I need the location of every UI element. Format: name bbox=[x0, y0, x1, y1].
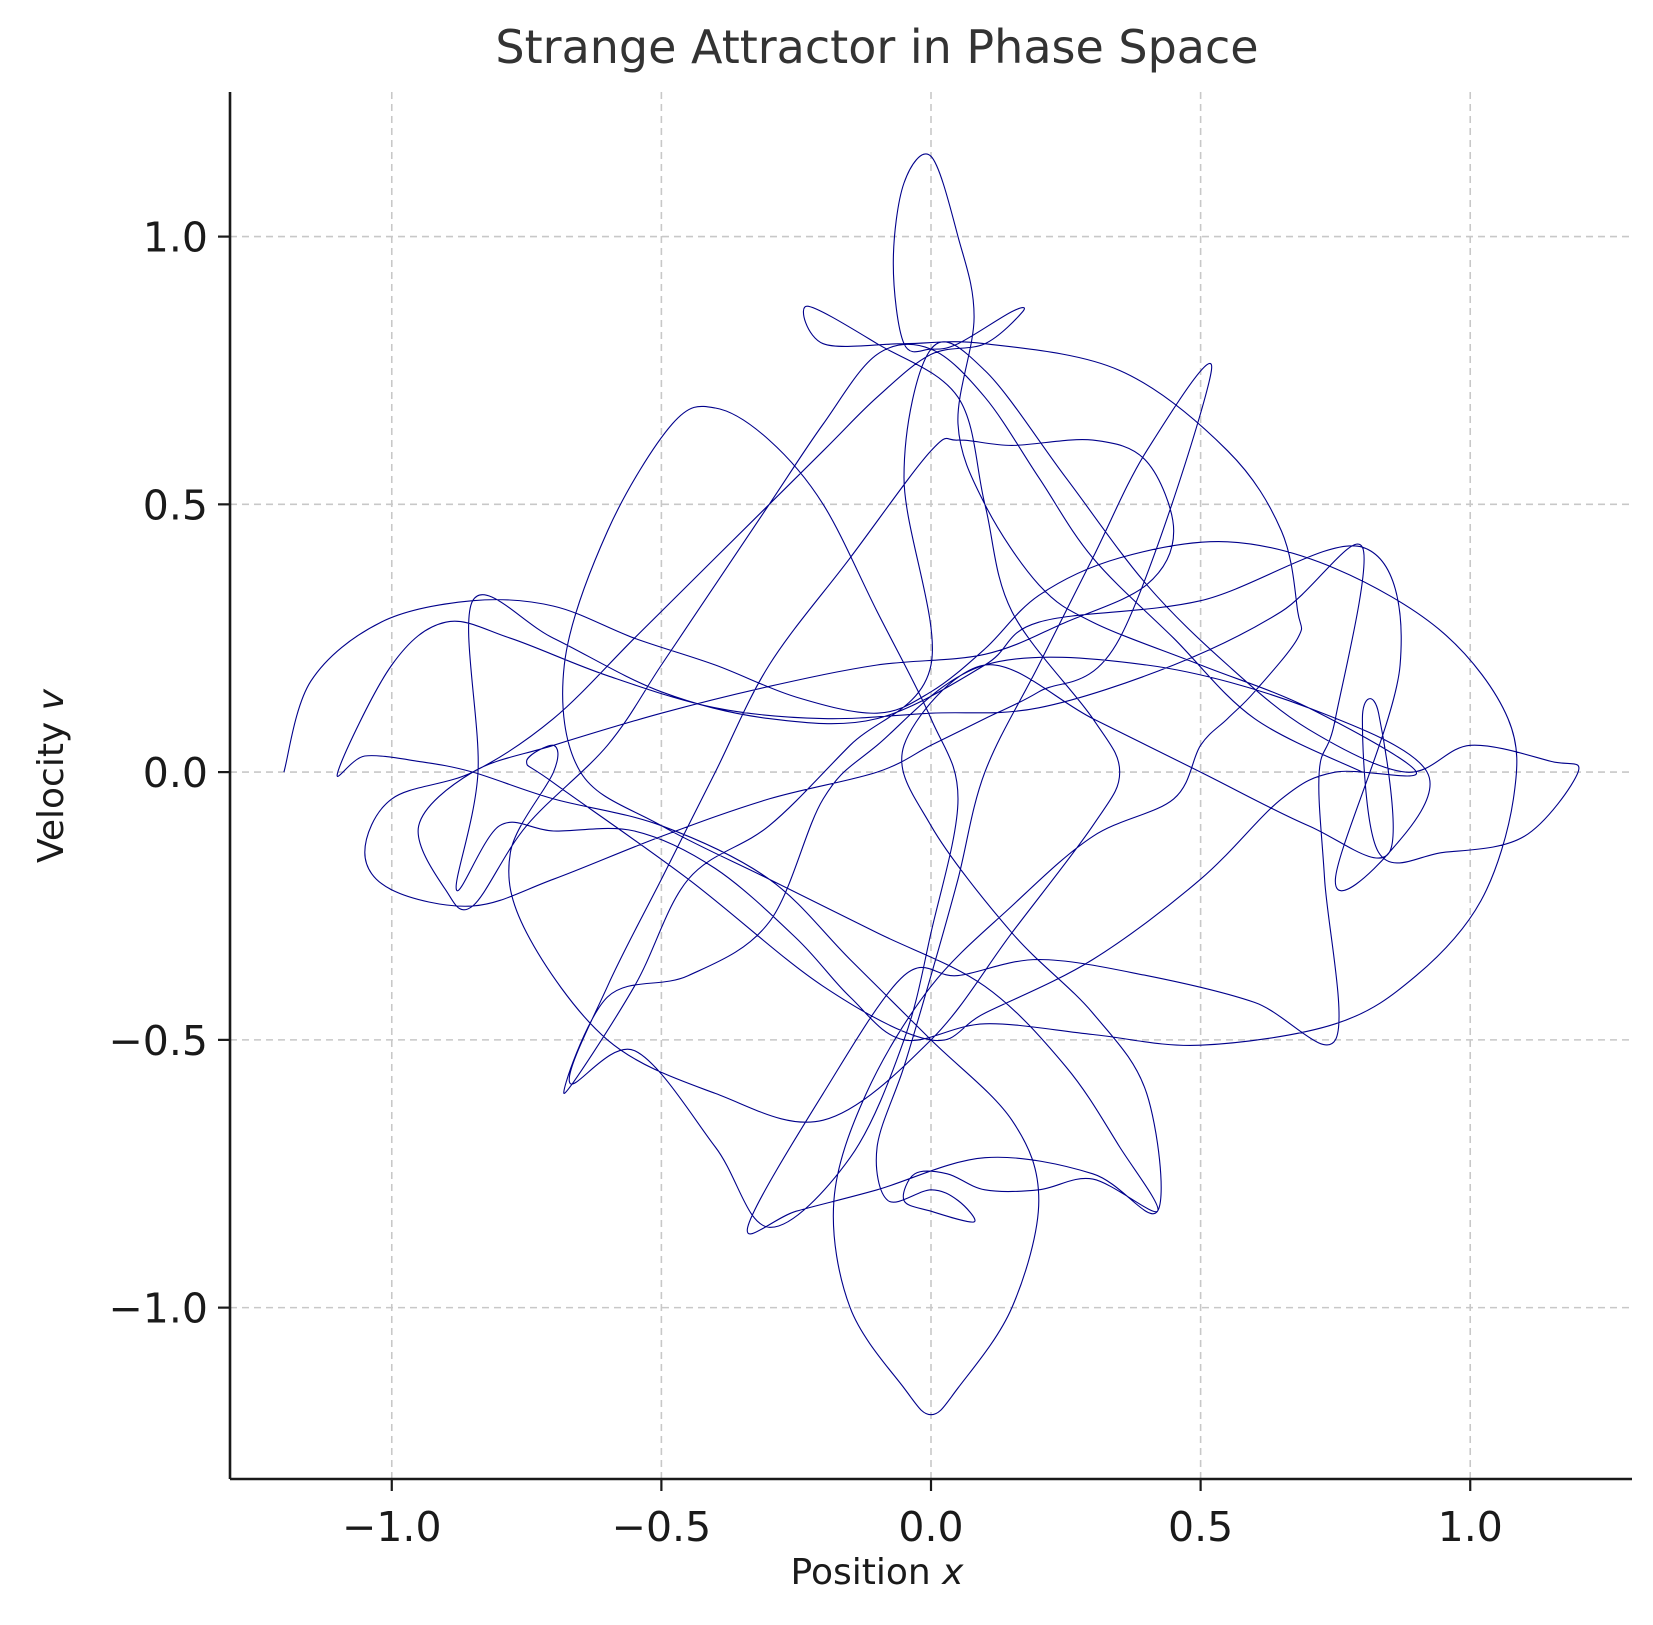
x-tick-label: 1.0 bbox=[1438, 1503, 1503, 1551]
x-tick-label: −0.5 bbox=[612, 1503, 712, 1551]
x-tick-label: 0.5 bbox=[1168, 1503, 1233, 1551]
y-tick-label: −0.5 bbox=[108, 1017, 208, 1065]
y-tick-label: 1.0 bbox=[143, 214, 208, 262]
y-axis-label: Velocity v bbox=[31, 688, 72, 863]
grid-lines bbox=[230, 92, 1632, 1479]
x-tick-label: −1.0 bbox=[342, 1503, 442, 1551]
y-axis-label-variable: v bbox=[31, 688, 72, 710]
tick-labels: −1.0 −0.5 0.0 0.5 1.0 −1.0 −0.5 0.0 0.5 1.0 bbox=[108, 214, 1502, 1551]
x-axis-label-variable: x bbox=[941, 1552, 964, 1593]
axes bbox=[218, 92, 1632, 1491]
y-axis-label-text: Velocity bbox=[31, 710, 72, 863]
trajectory-line bbox=[283, 153, 1580, 1416]
x-axis-label: Position x bbox=[791, 1552, 965, 1593]
y-tick-label: 0.0 bbox=[143, 749, 208, 797]
x-tick-label: 0.0 bbox=[898, 1503, 963, 1551]
chart-title: Strange Attractor in Phase Space bbox=[495, 20, 1258, 74]
x-axis-label-text: Position bbox=[791, 1552, 943, 1593]
y-tick-label: 0.5 bbox=[143, 481, 208, 529]
plot-area bbox=[283, 153, 1580, 1416]
y-tick-label: −1.0 bbox=[108, 1285, 208, 1333]
